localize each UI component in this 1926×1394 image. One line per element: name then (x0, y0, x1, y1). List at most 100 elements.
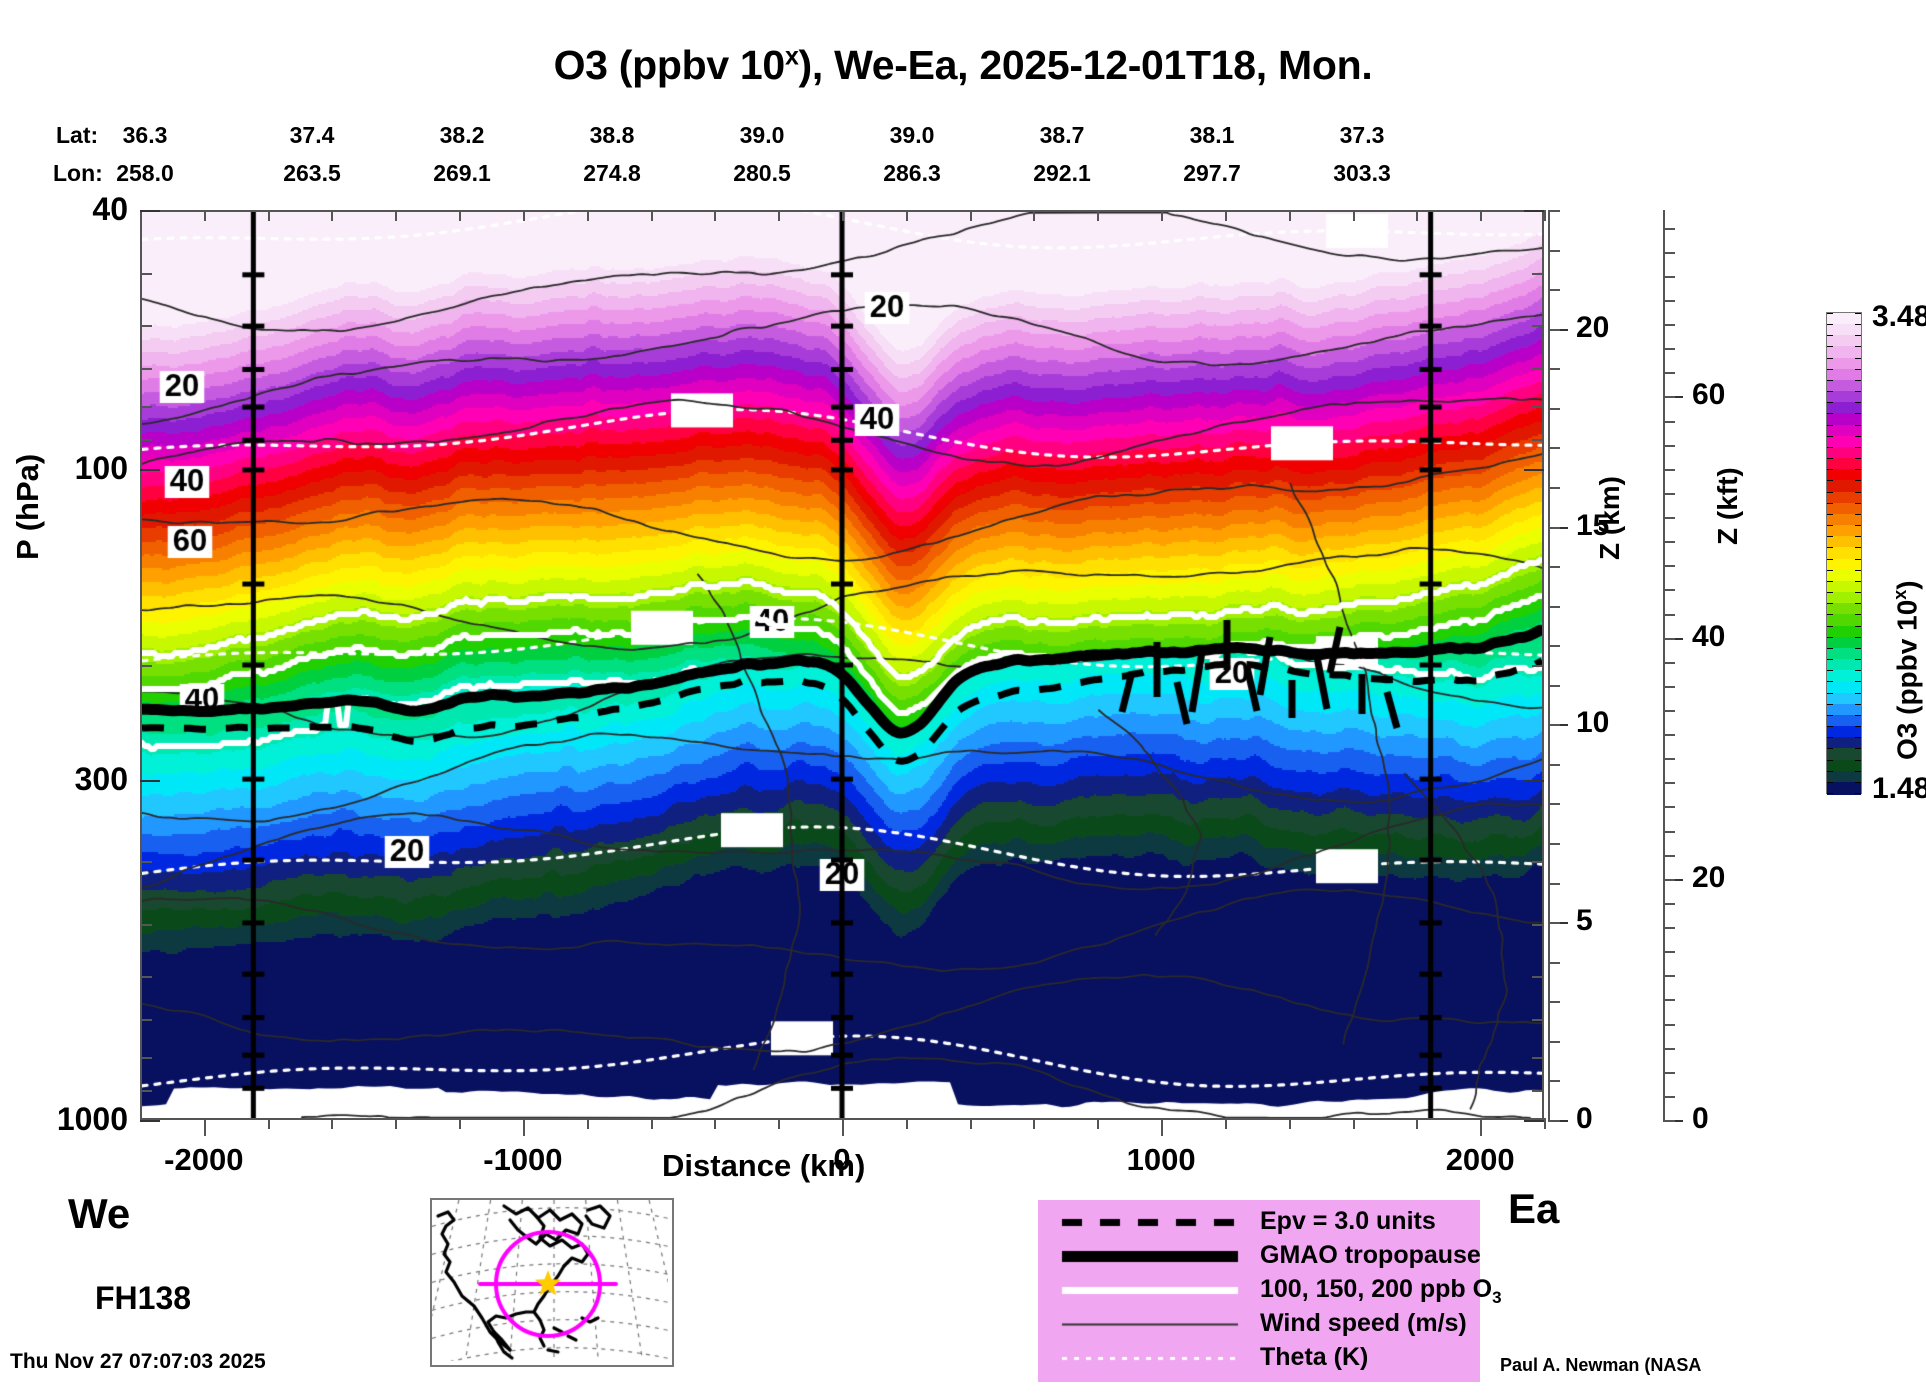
z-km-tick-minor (1548, 843, 1560, 846)
colorbar-tick (1855, 536, 1861, 538)
x-tick-minor (714, 210, 717, 221)
z-km-tick-minor (1548, 1080, 1560, 1083)
z-kft-tick-minor (1663, 1047, 1675, 1050)
colorbar-band-22 (1827, 558, 1861, 572)
colorbar-tick (1855, 748, 1861, 750)
y-tick-major (140, 469, 160, 472)
cross-section-plot (140, 210, 1544, 1120)
colorbar-band-3 (1827, 346, 1861, 360)
z-kft-tick-minor (1663, 613, 1675, 616)
x-tick-minor (459, 1118, 462, 1129)
latitude-value-3: 38.8 (589, 122, 635, 148)
latitude-value-6: 38.7 (1039, 122, 1085, 148)
longitude-value-0: 258.0 (116, 160, 174, 186)
longitude-value-1: 263.5 (283, 160, 341, 186)
colorbar-band-42 (1827, 781, 1861, 795)
y-tick-minor (140, 368, 152, 371)
y-tick-major-right (1524, 779, 1544, 782)
colorbar-tick (1855, 480, 1861, 482)
y-tick-minor (140, 405, 152, 408)
z-km-tick-0: 0 (1576, 1102, 1593, 1135)
latitude-value-5: 39.0 (889, 122, 935, 148)
colorbar-tick (1855, 391, 1861, 393)
colorbar-tick (1827, 592, 1833, 594)
x-tick-minor (1161, 210, 1164, 221)
x-tick-minor (203, 210, 206, 221)
longitude-value-7: 297.7 (1183, 160, 1241, 186)
colorbar-band-26 (1827, 603, 1861, 617)
y-tick-minor (1532, 368, 1544, 371)
ozone-cross-section-canvas (142, 212, 1542, 1118)
colorbar (1826, 312, 1862, 795)
z-kft-tick-minor (1663, 902, 1675, 905)
z-kft-tick-minor (1663, 854, 1675, 857)
z-kft-tick-minor (1663, 299, 1675, 302)
x-tick-minor (1416, 210, 1419, 221)
x-tick-minor (1161, 1118, 1164, 1129)
z-km-tick-minor (1548, 447, 1560, 450)
x-tick-minor (778, 1118, 781, 1129)
z-km-axis (1548, 210, 1554, 1120)
colorbar-tick (1855, 569, 1861, 571)
colorbar-band-32 (1827, 670, 1861, 684)
colorbar-band-20 (1827, 536, 1861, 550)
colorbar-band-6 (1827, 379, 1861, 394)
z-kft-tick-minor (1663, 420, 1675, 423)
z-km-tick-10: 10 (1576, 706, 1610, 740)
z-km-tick-minor (1548, 684, 1560, 687)
colorbar-band-7 (1827, 391, 1861, 405)
y-tick-major (140, 210, 160, 212)
colorbar-tick (1827, 703, 1833, 705)
colorbar-tick (1855, 313, 1861, 314)
longitude-value-6: 292.1 (1033, 160, 1091, 186)
x-axis-title: Distance (km) (662, 1148, 866, 1183)
legend-swatch-thin-black (1060, 1308, 1240, 1341)
y-tick-label-40: 40 (92, 191, 128, 227)
legend-row-2: 100, 150, 200 ppb O3 (1038, 1274, 1502, 1307)
colorbar-tick (1827, 737, 1833, 739)
z-km-tick-minor (1548, 368, 1560, 371)
colorbar-tick (1855, 513, 1861, 515)
colorbar-tick (1827, 368, 1833, 370)
colorbar-tick (1855, 714, 1861, 716)
z-kft-tick-minor (1663, 782, 1675, 785)
legend-label-2: 100, 150, 200 ppb O3 (1260, 1275, 1502, 1307)
colorbar-tick (1855, 346, 1861, 348)
z-kft-tick-minor (1663, 396, 1675, 399)
z-km-tick-minor (1548, 803, 1560, 806)
x-tick-label--2000: -2000 (164, 1142, 244, 1177)
x-tick-label--1000: -1000 (483, 1142, 563, 1177)
z-kft-tick-minor (1663, 348, 1675, 351)
colorbar-tick (1827, 346, 1833, 348)
y-tick-minor (1532, 324, 1544, 327)
colorbar-band-23 (1827, 569, 1861, 583)
y-tick-minor (140, 665, 152, 667)
x-tick-label-1000: 1000 (1126, 1142, 1196, 1177)
z-kft-tick-minor (1663, 878, 1675, 881)
y-tick-major (140, 1120, 160, 1122)
colorbar-tick (1827, 670, 1833, 672)
colorbar-tick (1855, 793, 1861, 794)
x-tick-minor (650, 210, 653, 221)
colorbar-band-24 (1827, 580, 1861, 594)
colorbar-tick (1855, 580, 1861, 582)
y-tick-minor (140, 1019, 152, 1022)
z-km-tick-minor (1548, 407, 1560, 410)
colorbar-band-21 (1827, 547, 1861, 561)
colorbar-tick (1827, 446, 1833, 448)
colorbar-tick (1827, 659, 1833, 661)
colorbar-band-31 (1827, 659, 1861, 673)
y-tick-label-100: 100 (74, 450, 128, 487)
colorbar-tick (1827, 759, 1833, 761)
z-kft-tick-minor (1663, 227, 1675, 230)
colorbar-tick (1855, 603, 1861, 605)
legend-row-1: GMAO tropopause (1038, 1240, 1481, 1273)
y-tick-minor (1532, 665, 1544, 667)
colorbar-tick (1827, 569, 1833, 571)
y-tick-minor (140, 324, 152, 327)
x-tick-minor (586, 1118, 589, 1129)
latitude-value-8: 37.3 (1339, 122, 1385, 148)
colorbar-band-11 (1827, 435, 1861, 449)
z-kft-tick-minor (1663, 565, 1675, 568)
x-tick-minor (1352, 1118, 1355, 1129)
